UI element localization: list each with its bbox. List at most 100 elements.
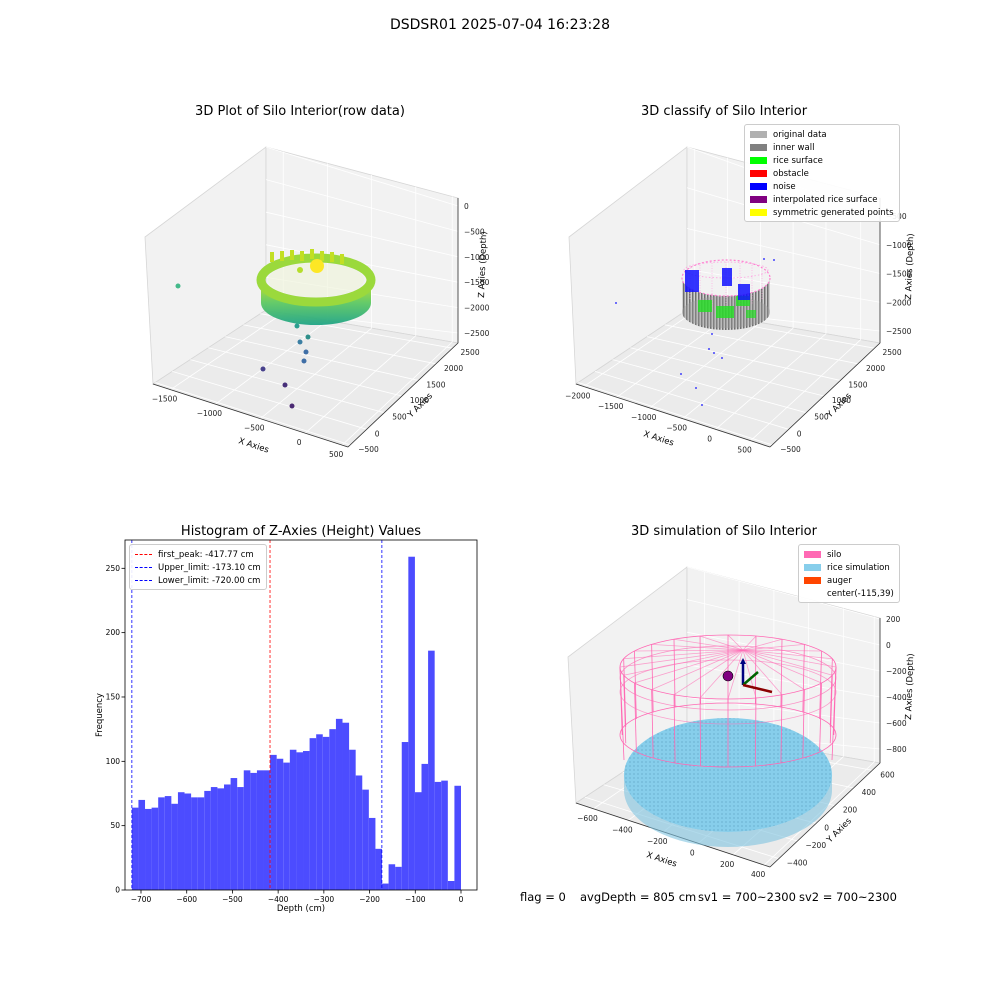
x-tick-label: −500 [222,895,243,904]
histogram-bar [401,742,409,890]
histogram-bar [447,880,455,890]
histogram-bar [362,789,369,890]
histogram-bar [355,775,363,890]
legend-item-rice-surface: rice surface [750,154,894,167]
y-tick-label: 500 [814,413,829,422]
panel4-zlabel: Z Axies (Depth) [904,653,916,720]
histogram-bar [309,738,317,890]
histogram-bar [151,807,159,890]
y-tick-label: 2000 [866,364,885,373]
y-tick-label: 400 [862,788,877,797]
y-tick-label: 0 [375,429,380,438]
legend-item-first-peak: first_peak: -417.77 cm [135,548,261,561]
y-tick-label: 600 [880,770,895,779]
y-tick-label: 0 [824,823,829,832]
histogram-bar [256,770,264,890]
z-tick-label: −600 [886,719,907,728]
legend-item-noise: noise [750,180,894,193]
x-tick-label: −700 [131,895,152,904]
z-tick-label: −2500 [886,327,912,336]
y-tick-label: 250 [106,564,121,573]
panel3-xlabel: Depth (cm) [277,904,325,914]
x-tick-label: −1000 [631,413,657,422]
z-tick-label: 0 [886,641,891,650]
z-tick-label: −2000 [886,298,912,307]
y-tick-label: 1500 [848,380,867,389]
histogram-bar [131,807,139,890]
x-tick-label: −1500 [152,395,178,404]
legend-item-obstacle: obstacle [750,167,894,180]
histogram-bar [342,722,350,890]
histogram-bar [230,778,238,890]
panel3-frame [124,539,478,891]
x-tick-label: −600 [577,814,598,823]
histogram-bar [395,866,402,890]
z-tick-label: −400 [886,693,907,702]
z-tick-label: −1000 [886,241,912,250]
y-tick-label: −500 [780,445,801,454]
histogram-bar [283,762,290,890]
y-tick-label: 150 [106,692,121,701]
legend-item-center: center(-115,39) [827,588,894,599]
x-tick-label: 200 [720,860,735,869]
x-tick-label: −400 [612,825,633,834]
histogram-bar [145,808,152,890]
histogram-bar [224,784,231,890]
panel3-ylabel: Frequency [95,693,105,737]
z-tick-label: −200 [886,667,907,676]
histogram-bar [158,797,165,890]
histogram-bar [250,772,257,890]
x-tick-label: 500 [329,450,344,459]
footer-sv1: sv1 = 700~2300 [698,890,796,904]
panel2-zlabel: Z Axies (Depth) [904,233,916,300]
x-tick-label: −200 [647,837,668,846]
panel4-plot: −600−400−2000200400−400−2000200400600200… [567,566,916,879]
histogram-bar [263,770,271,890]
x-tick-label: −500 [244,424,265,433]
panel2-classified-points [615,258,775,406]
histogram-bar [204,790,211,890]
x-tick-label: 0 [690,848,695,857]
histogram-bar [184,793,192,890]
histogram-bar [237,787,244,890]
x-tick-label: −2000 [565,392,591,401]
legend-item-silo: silo [804,548,894,561]
histogram-bar [322,736,330,890]
x-tick-label: −200 [359,895,380,904]
histogram-bar [217,788,225,890]
z-tick-label: −1500 [886,270,912,279]
histogram-bar [171,803,178,890]
histogram-bar [303,751,310,890]
x-tick-label: −300 [314,895,335,904]
histogram-bar [382,883,389,890]
x-tick-label: 0 [707,434,712,443]
histogram-bar [210,787,218,890]
histogram-bar [138,799,146,890]
panel2-title: 3D classify of Silo Interior [640,104,808,119]
z-tick-label: −500 [464,227,485,236]
histogram-bar [296,752,304,890]
x-tick-label: 500 [737,446,752,455]
x-tick-label: −600 [176,895,197,904]
legend-item-interpolated: interpolated rice surface [750,193,894,206]
x-tick-label: 0 [459,895,464,904]
legend-item-upper-limit: Upper_limit: -173.10 cm [135,561,261,574]
histogram-bar [408,556,415,890]
y-tick-label: −400 [787,859,808,868]
x-tick-label: 400 [751,870,766,879]
y-tick-label: −200 [806,841,827,850]
y-tick-label: −500 [358,445,379,454]
footer-flag: flag = 0 [520,890,566,904]
y-tick-label: 100 [106,757,121,766]
histogram-bar [289,749,297,890]
panel4-auger [722,658,773,694]
histogram-bar [454,785,461,890]
histogram-bar [335,718,343,890]
y-tick-label: 200 [843,806,858,815]
y-tick-label: 2000 [444,364,463,373]
panel1-zlabel: Z Axies (Depth) [477,231,489,298]
panel4-title: 3D simulation of Silo Interior [631,524,817,539]
z-tick-label: −800 [886,745,907,754]
figure-title: DSDSR01 2025-07-04 16:23:28 [389,17,610,33]
panel4-legend: silo rice simulation auger center(-115,3… [798,544,900,603]
